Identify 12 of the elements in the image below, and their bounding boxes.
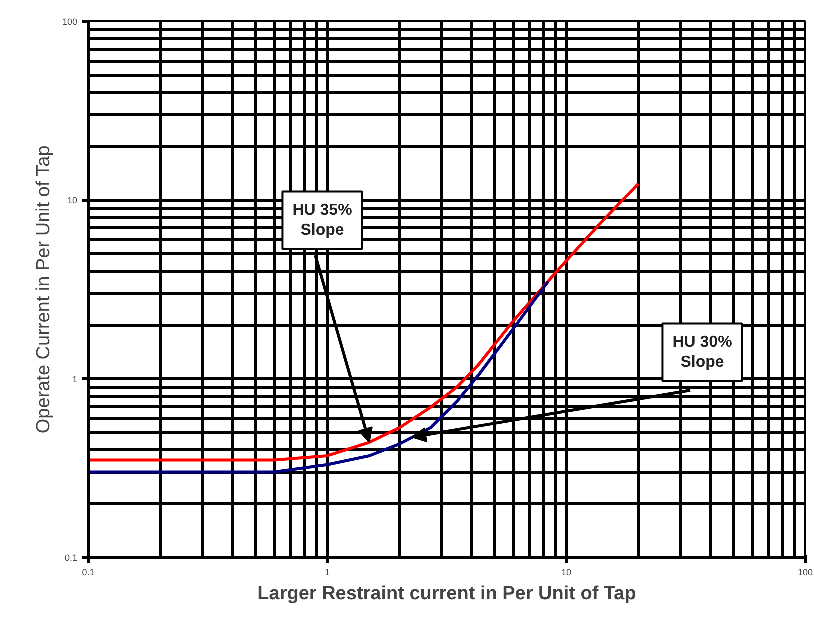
annotation: HU 30% Slope [672, 334, 732, 372]
annotation: HU 35% Slope [292, 202, 352, 240]
x-tick-label: 0.1 [82, 568, 95, 578]
y-axis-title: Operate Current in Per Unit of Tap [33, 146, 54, 434]
x-tick-label: 10 [561, 568, 572, 578]
y-tick-label: 1 [72, 374, 78, 384]
y-tick-label: 100 [62, 17, 78, 27]
y-tick-label: 10 [67, 196, 78, 206]
x-tick-label: 100 [798, 568, 814, 578]
y-tick-label: 0.1 [64, 553, 78, 563]
x-tick-label: 1 [324, 568, 330, 578]
x-axis-title: Larger Restraint current in Per Unit of Tap [258, 584, 636, 604]
